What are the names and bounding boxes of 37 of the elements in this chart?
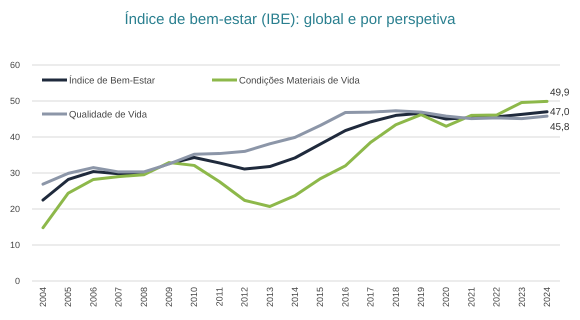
x-tick-label: 2006 bbox=[88, 287, 98, 308]
x-tick-label: 2022 bbox=[492, 287, 502, 308]
y-tick-label: 0 bbox=[14, 276, 20, 286]
legend-label: Índice de Bem-Estar bbox=[69, 74, 156, 86]
y-tick-label: 30 bbox=[10, 168, 20, 178]
y-tick-label: 60 bbox=[10, 60, 20, 70]
chart-title: Índice de bem-estar (IBE): global e por perspetiva bbox=[124, 10, 456, 28]
y-tick-label: 20 bbox=[10, 204, 20, 214]
x-tick-label: 2004 bbox=[38, 287, 48, 308]
x-tick-label: 2008 bbox=[138, 287, 149, 308]
data-label: 47,0 bbox=[550, 106, 570, 118]
x-tick-label: 2012 bbox=[240, 287, 250, 308]
line-series bbox=[42, 100, 548, 230]
x-tick-label: 2015 bbox=[315, 287, 326, 308]
legend-label: Qualidade de Vida bbox=[69, 110, 148, 120]
x-tick-label: 2005 bbox=[63, 287, 74, 308]
x-tick-label: 2021 bbox=[466, 287, 476, 308]
line-series bbox=[42, 109, 548, 186]
y-tick-label: 40 bbox=[10, 132, 20, 142]
x-tick-label: 2020 bbox=[441, 287, 452, 308]
x-tick-label: 2011 bbox=[214, 287, 224, 306]
x-tick-label: 2018 bbox=[390, 287, 401, 308]
data-label: 45,8 bbox=[550, 122, 570, 134]
x-tick-label: 2014 bbox=[290, 287, 300, 308]
x-tick-label: 2019 bbox=[416, 287, 426, 308]
x-tick-label: 2010 bbox=[189, 287, 200, 308]
y-tick-label: 10 bbox=[10, 240, 20, 250]
y-tick-label: 50 bbox=[10, 96, 20, 106]
data-label: 49,9 bbox=[550, 87, 570, 98]
x-tick-label: 2017 bbox=[366, 287, 376, 308]
x-tick-label: 2024 bbox=[542, 287, 552, 308]
x-tick-label: 2009 bbox=[164, 287, 174, 308]
x-tick-label: 2023 bbox=[516, 287, 527, 308]
legend-label: Condições Materiais de Vida bbox=[239, 76, 360, 86]
x-tick-label: 2007 bbox=[114, 287, 124, 308]
x-tick-label: 2013 bbox=[264, 287, 275, 308]
x-tick-label: 2016 bbox=[340, 287, 350, 308]
